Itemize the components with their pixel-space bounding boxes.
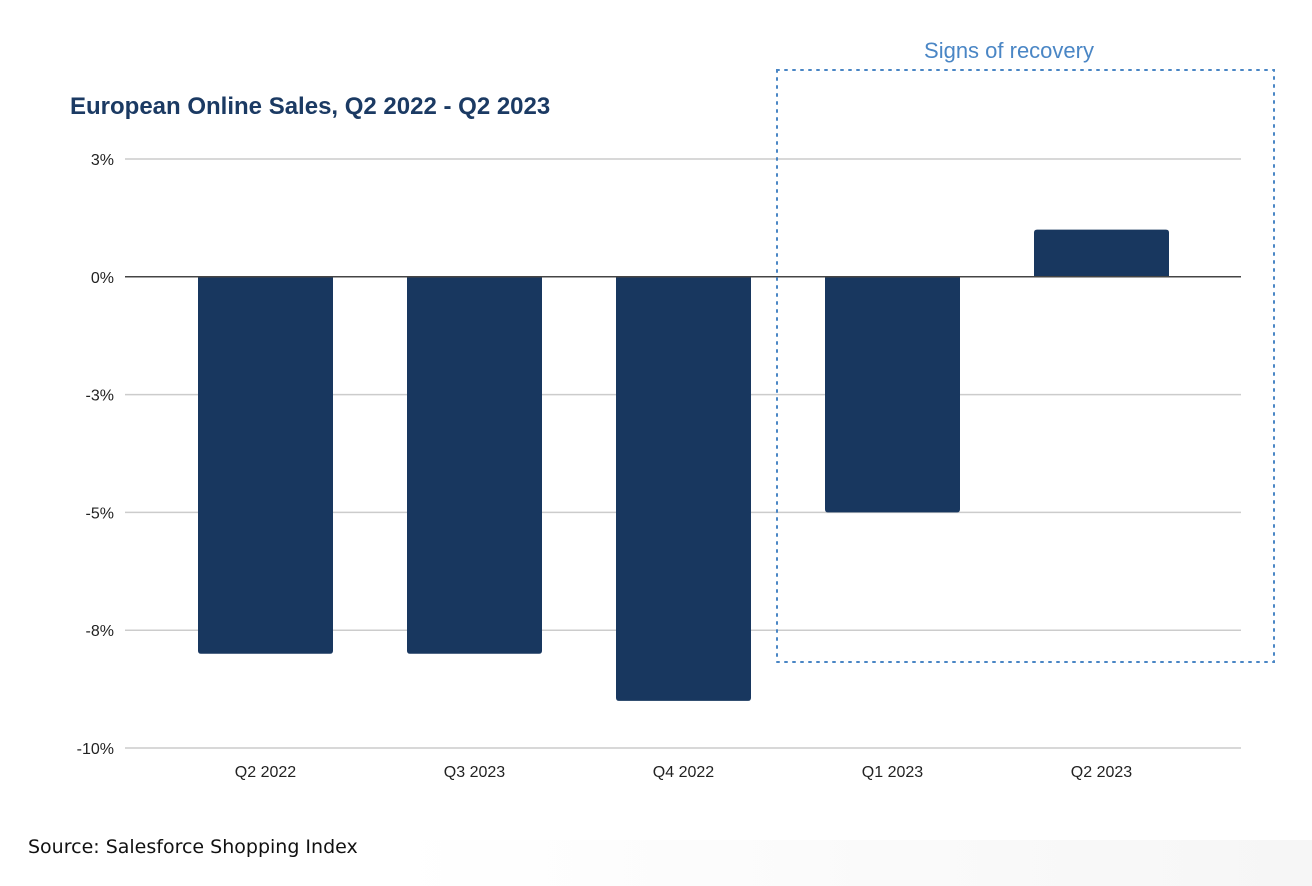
source-caption: Source: Salesforce Shopping Index — [28, 836, 358, 858]
y-tick-label: -10% — [77, 741, 114, 758]
x-tick-label: Q2 2023 — [1071, 764, 1132, 781]
bar-q2-2022 — [198, 276, 333, 654]
y-tick-label: -8% — [86, 623, 114, 640]
x-axis-ticks: Q2 2022 Q3 2023 Q4 2022 Q1 2023 Q2 2023 — [235, 764, 1132, 781]
bar-q2-2023 — [1034, 229, 1169, 277]
recovery-annotation-label: Signs of recovery — [924, 38, 1094, 63]
annotation-group: Signs of recovery — [776, 38, 1275, 663]
chart-title: European Online Sales, Q2 2022 - Q2 2023 — [70, 93, 550, 120]
x-tick-label: Q1 2023 — [862, 764, 923, 781]
bar-q1-2023 — [825, 276, 960, 513]
y-tick-label: -3% — [86, 388, 114, 405]
y-tick-label: -5% — [86, 505, 114, 522]
bar-q3-2023 — [407, 276, 542, 654]
recovery-highlight-box — [776, 69, 1275, 663]
y-axis-ticks: 3% 0% -3% -5% -8% -10% — [77, 152, 114, 758]
bar-q4-2022 — [616, 276, 751, 701]
y-tick-label: 0% — [91, 270, 114, 287]
x-tick-label: Q4 2022 — [653, 764, 714, 781]
y-tick-label: 3% — [91, 152, 114, 169]
x-tick-label: Q2 2022 — [235, 764, 296, 781]
footer-background — [0, 840, 1312, 886]
x-tick-label: Q3 2023 — [444, 764, 505, 781]
bars — [198, 229, 1169, 701]
